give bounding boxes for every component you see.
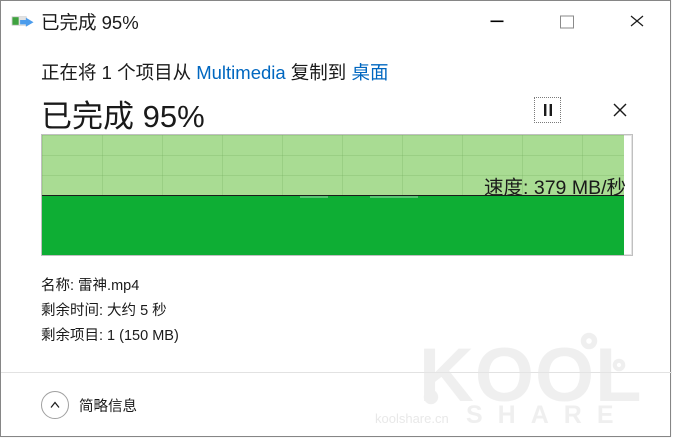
svg-text:KOOL: KOOL: [419, 333, 643, 418]
svg-text:koolshare.cn: koolshare.cn: [375, 411, 449, 426]
svg-text:SHARE: SHARE: [466, 401, 629, 429]
